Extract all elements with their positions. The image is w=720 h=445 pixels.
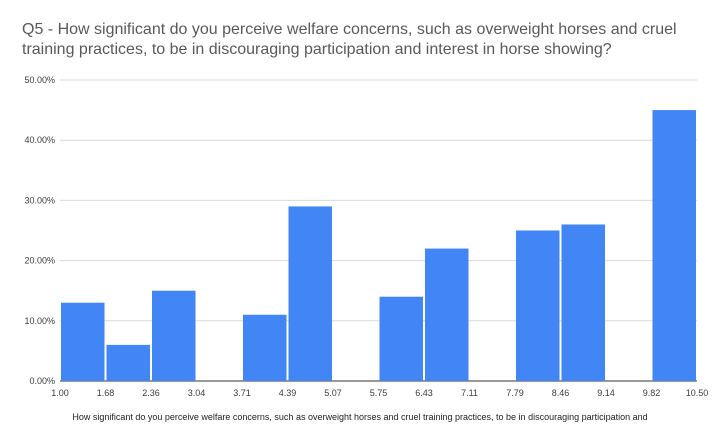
- x-tick-label: 6.43: [415, 388, 433, 398]
- bar: [152, 290, 196, 381]
- x-tick-label: 7.11: [461, 388, 478, 398]
- x-axis-label: How significant do you perceive welfare …: [72, 412, 648, 422]
- bar: [288, 206, 332, 381]
- x-tick-label: 1.00: [51, 388, 69, 398]
- y-tick-label: 40.00%: [24, 135, 55, 145]
- bar: [61, 302, 105, 381]
- y-tick-label: 0.00%: [29, 376, 55, 386]
- x-tick-label: 4.39: [279, 388, 297, 398]
- bar: [561, 224, 605, 381]
- x-tick-label: 9.14: [597, 388, 615, 398]
- chart-title: Q5 - How significant do you perceive wel…: [22, 21, 677, 58]
- x-tick-label: 1.68: [97, 388, 115, 398]
- x-tick-label: 3.71: [233, 388, 251, 398]
- bar: [243, 314, 287, 381]
- bar: [379, 296, 423, 381]
- x-tick-label: 3.04: [188, 388, 206, 398]
- bar: [106, 344, 150, 381]
- y-tick-label: 30.00%: [24, 195, 55, 205]
- bar: [652, 110, 696, 381]
- y-tick-label: 10.00%: [24, 316, 55, 326]
- x-tick-label: 2.36: [142, 388, 160, 398]
- x-tick-label: 5.75: [370, 388, 388, 398]
- bar: [516, 230, 560, 381]
- x-tick-label: 8.46: [552, 388, 570, 398]
- x-tick-label: 10.50: [686, 388, 709, 398]
- x-tick-label: 5.07: [324, 388, 342, 398]
- y-tick-label: 20.00%: [24, 256, 55, 266]
- x-tick-label: 7.79: [506, 388, 524, 398]
- x-tick-label: 9.82: [643, 388, 661, 398]
- y-tick-label: 50.00%: [24, 75, 55, 85]
- bar: [425, 248, 469, 381]
